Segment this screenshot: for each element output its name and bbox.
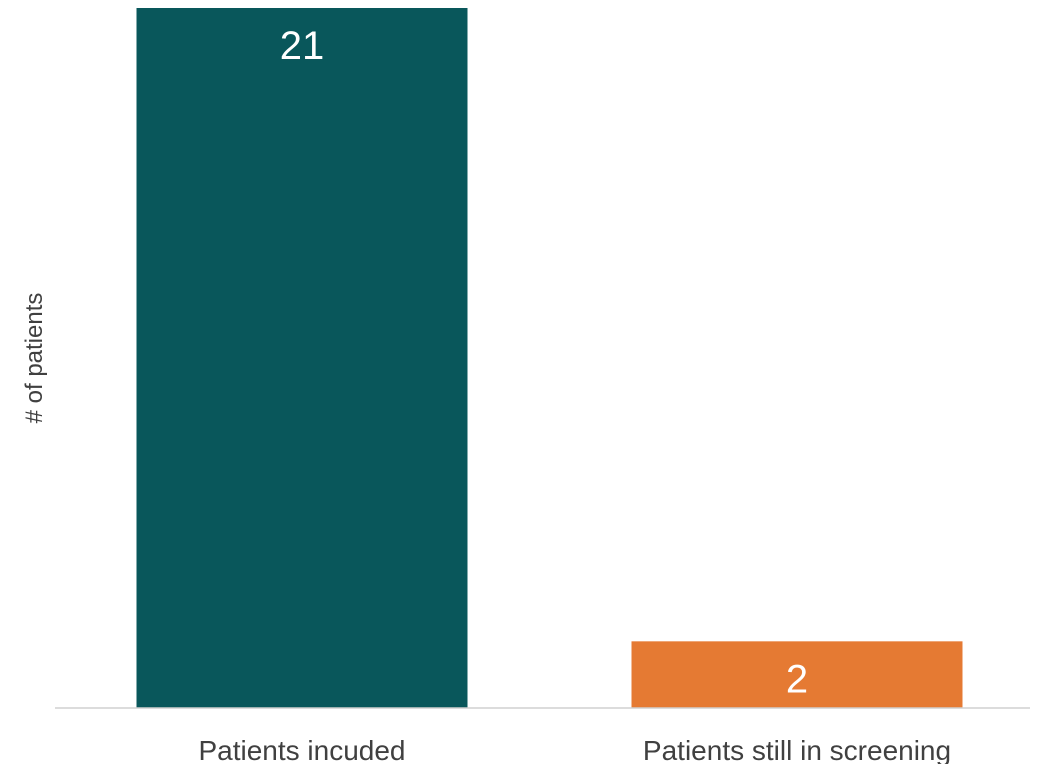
category-label-1: Patients incuded [198,735,405,764]
plot-area: 21 Patients incuded 2 Patients still in scr… [136,8,963,764]
data-label-2: 2 [786,657,808,701]
y-axis-label: # of patients [21,293,48,424]
bar-2 [631,641,963,708]
category-label-2: Patients still in screening [643,735,951,764]
bar-1 [136,8,468,708]
data-label-1: 21 [280,24,325,68]
